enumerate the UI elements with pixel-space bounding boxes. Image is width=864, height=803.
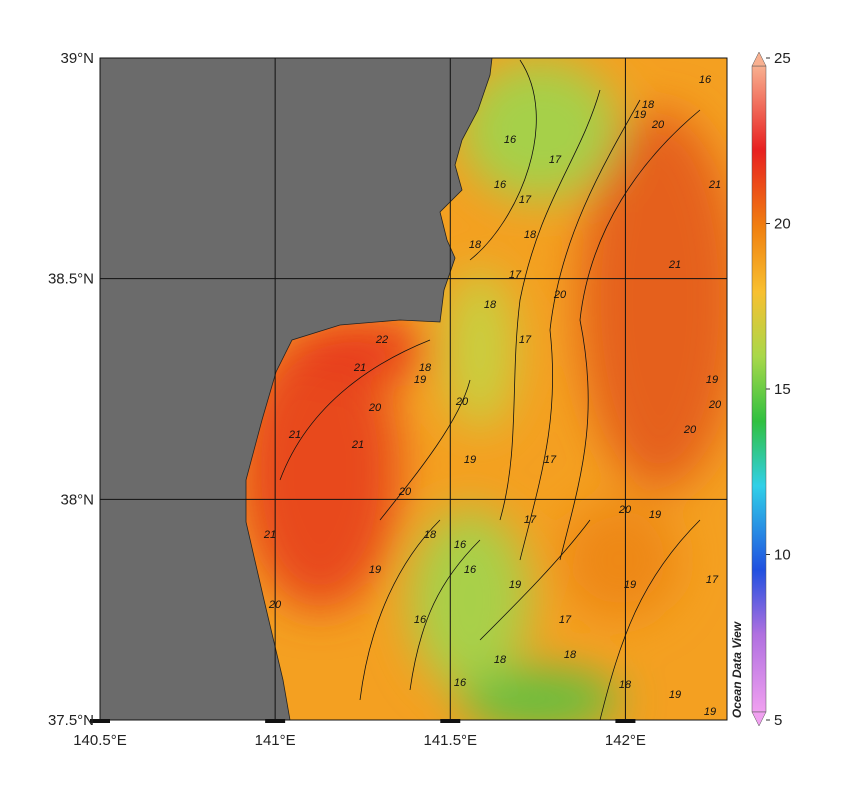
contour-label: 16 bbox=[494, 179, 507, 191]
contour-label: 21 bbox=[288, 429, 301, 441]
contour-label: 19 bbox=[706, 374, 718, 386]
contour-label: 17 bbox=[559, 614, 572, 626]
contour-label: 20 bbox=[708, 399, 722, 411]
sea-field bbox=[100, 58, 727, 720]
contour-label: 17 bbox=[519, 194, 532, 206]
contour-label: 19 bbox=[624, 579, 636, 591]
colorbar-label: Ocean Data View bbox=[730, 621, 744, 718]
x-tick-label: 140.5°E bbox=[73, 732, 127, 749]
contour-label: 17 bbox=[509, 269, 522, 281]
contour-label: 18 bbox=[424, 529, 437, 541]
colorbar-tick-label: 25 bbox=[774, 50, 791, 67]
contour-label: 21 bbox=[708, 179, 721, 191]
contour-label: 19 bbox=[414, 374, 426, 386]
contour-label: 16 bbox=[454, 539, 467, 551]
contour-lines bbox=[279, 59, 701, 720]
contour-label: 20 bbox=[553, 289, 567, 301]
x-tick-label: 142°E bbox=[605, 732, 646, 749]
contour-label: 21 bbox=[353, 362, 366, 374]
tick-mark bbox=[265, 719, 286, 723]
contour-label: 16 bbox=[699, 74, 712, 86]
colorbar-tick-label: 20 bbox=[774, 216, 791, 233]
contour-label: 20 bbox=[683, 424, 697, 436]
contour-label: 21 bbox=[351, 439, 364, 451]
contour-label: 20 bbox=[398, 486, 412, 498]
x-tick-label: 141.5°E bbox=[424, 732, 478, 749]
contour-label: 17 bbox=[544, 454, 557, 466]
contour-label: 21 bbox=[668, 259, 681, 271]
colorbar-tick-label: 10 bbox=[774, 547, 791, 564]
contour-label: 17 bbox=[549, 154, 562, 166]
contour-label: 21 bbox=[263, 529, 276, 541]
contour-label: 16 bbox=[464, 564, 477, 576]
y-tick-label: 38°N bbox=[60, 491, 94, 508]
colorbar bbox=[751, 65, 767, 713]
contour-label: 19 bbox=[669, 689, 681, 701]
contour-label: 17 bbox=[519, 334, 532, 346]
colorbar-tick-label: 15 bbox=[774, 381, 791, 398]
contour-label: 19 bbox=[509, 579, 521, 591]
tick-mark bbox=[615, 719, 636, 723]
contour-label: 19 bbox=[649, 509, 661, 521]
contour-label: 17 bbox=[524, 514, 537, 526]
colorbar-cap bbox=[751, 711, 767, 727]
contour-label: 19 bbox=[704, 706, 716, 718]
contour-label: 20 bbox=[455, 396, 469, 408]
tick-mark bbox=[90, 719, 110, 723]
contour-label: 16 bbox=[414, 614, 427, 626]
contour-label: 18 bbox=[524, 229, 537, 241]
contour-label: 18 bbox=[419, 362, 432, 374]
contour-label: 17 bbox=[706, 574, 719, 586]
contour-label: 19 bbox=[634, 109, 646, 121]
contour-label: 20 bbox=[651, 119, 665, 131]
contour-label: 18 bbox=[642, 99, 655, 111]
y-tick-label: 37.5°N bbox=[48, 712, 94, 729]
colorbar-cap bbox=[751, 51, 767, 67]
contour-label: 18 bbox=[564, 649, 577, 661]
contour-label: 19 bbox=[369, 564, 381, 576]
contour-label: 22 bbox=[375, 334, 388, 346]
tick-mark bbox=[440, 719, 461, 723]
contour-label: 16 bbox=[454, 677, 467, 689]
x-tick-label: 141°E bbox=[255, 732, 296, 749]
contour-label: 19 bbox=[464, 454, 476, 466]
contour-label: 18 bbox=[484, 299, 497, 311]
contour-label: 20 bbox=[368, 402, 382, 414]
contour-label: 16 bbox=[504, 134, 517, 146]
colorbar-tick-label: 5 bbox=[774, 712, 782, 729]
contour-label: 18 bbox=[494, 654, 507, 666]
y-tick-label: 39°N bbox=[60, 50, 94, 67]
contour-label: 18 bbox=[469, 239, 482, 251]
land bbox=[100, 58, 493, 720]
y-tick-label: 38.5°N bbox=[48, 271, 94, 288]
